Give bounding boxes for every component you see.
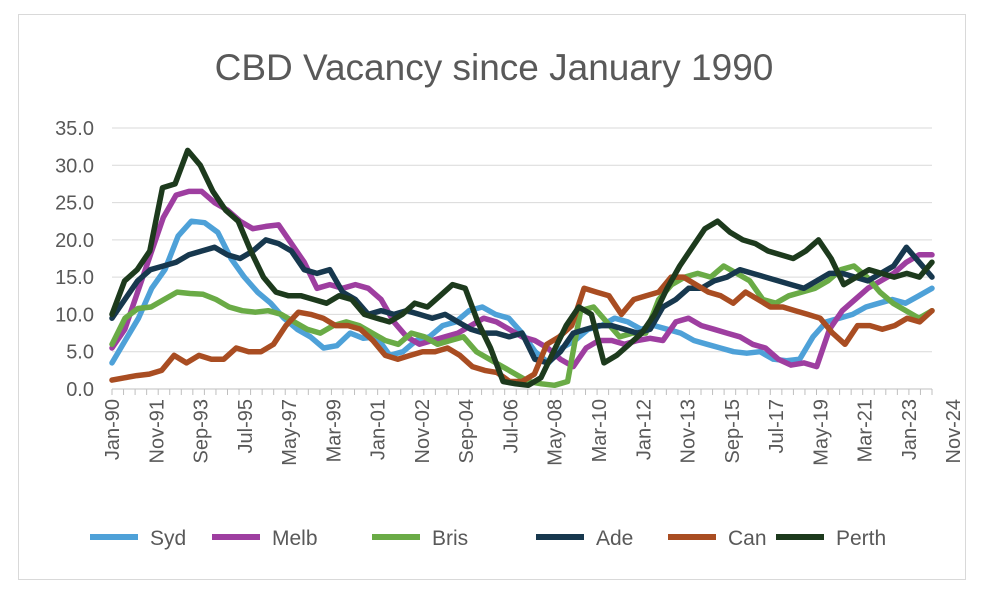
x-tick-label: May-19 bbox=[810, 399, 832, 466]
y-axis: 0.0 5.0 10.0 15.0 20.0 25.0 30.0 35.0 bbox=[55, 118, 94, 401]
legend-label-syd: Syd bbox=[150, 527, 186, 550]
y-tick-label: 10.0 bbox=[55, 304, 94, 326]
x-axis: Jan-90 Nov-91 Sep-93 Jul-95 May-97 Mar-99 Jan-… bbox=[102, 388, 965, 466]
y-tick-label: 5.0 bbox=[66, 342, 94, 364]
x-tick-label: Sep-93 bbox=[191, 399, 213, 464]
x-tick-label: Jan-01 bbox=[368, 399, 390, 460]
x-tick-label: Jan-12 bbox=[633, 399, 655, 460]
x-tick-label: Mar-21 bbox=[855, 399, 877, 462]
series-line-perth bbox=[109, 147, 935, 389]
series-line-ade bbox=[109, 237, 935, 366]
x-tick-label: Sep-04 bbox=[456, 399, 478, 464]
gridlines bbox=[112, 127, 932, 353]
x-tick-label: Nov-13 bbox=[678, 399, 700, 463]
x-tick-label: Mar-10 bbox=[589, 399, 611, 462]
x-tick-label: Jan-90 bbox=[102, 399, 124, 460]
series-line-can bbox=[109, 274, 935, 385]
x-tick-label: May-08 bbox=[545, 399, 567, 466]
chart-title: CBD Vacancy since January 1990 bbox=[215, 47, 774, 88]
x-tick-label: Sep-15 bbox=[722, 399, 744, 464]
x-tick-label: May-97 bbox=[279, 399, 301, 466]
x-tick-label: Jan-23 bbox=[899, 399, 921, 460]
legend-label-can: Can bbox=[728, 527, 767, 550]
x-tick-label: Jul-95 bbox=[235, 399, 257, 453]
y-tick-label: 35.0 bbox=[55, 118, 94, 140]
legend-label-ade: Ade bbox=[596, 527, 633, 550]
x-tick-label: Jul-06 bbox=[500, 399, 522, 453]
x-tick-label: Nov-91 bbox=[146, 399, 168, 463]
x-tick-label: Mar-99 bbox=[323, 399, 345, 462]
chart-frame bbox=[18, 14, 966, 580]
y-tick-label: 0.0 bbox=[66, 379, 94, 401]
x-tick-label: Jul-17 bbox=[766, 399, 788, 453]
legend: Syd Melb Bris Ade Can Perth bbox=[90, 527, 886, 550]
x-tick-label: Nov-02 bbox=[412, 399, 434, 463]
y-tick-label: 20.0 bbox=[55, 230, 94, 252]
y-tick-label: 15.0 bbox=[55, 267, 94, 289]
series-line-bris bbox=[109, 263, 935, 389]
plot-area bbox=[109, 147, 935, 389]
legend-label-bris: Bris bbox=[432, 527, 468, 550]
legend-label-melb: Melb bbox=[272, 527, 318, 550]
legend-label-perth: Perth bbox=[836, 527, 886, 550]
y-tick-label: 30.0 bbox=[55, 155, 94, 177]
x-tick-label: Nov-24 bbox=[943, 399, 965, 463]
y-tick-label: 25.0 bbox=[55, 193, 94, 215]
